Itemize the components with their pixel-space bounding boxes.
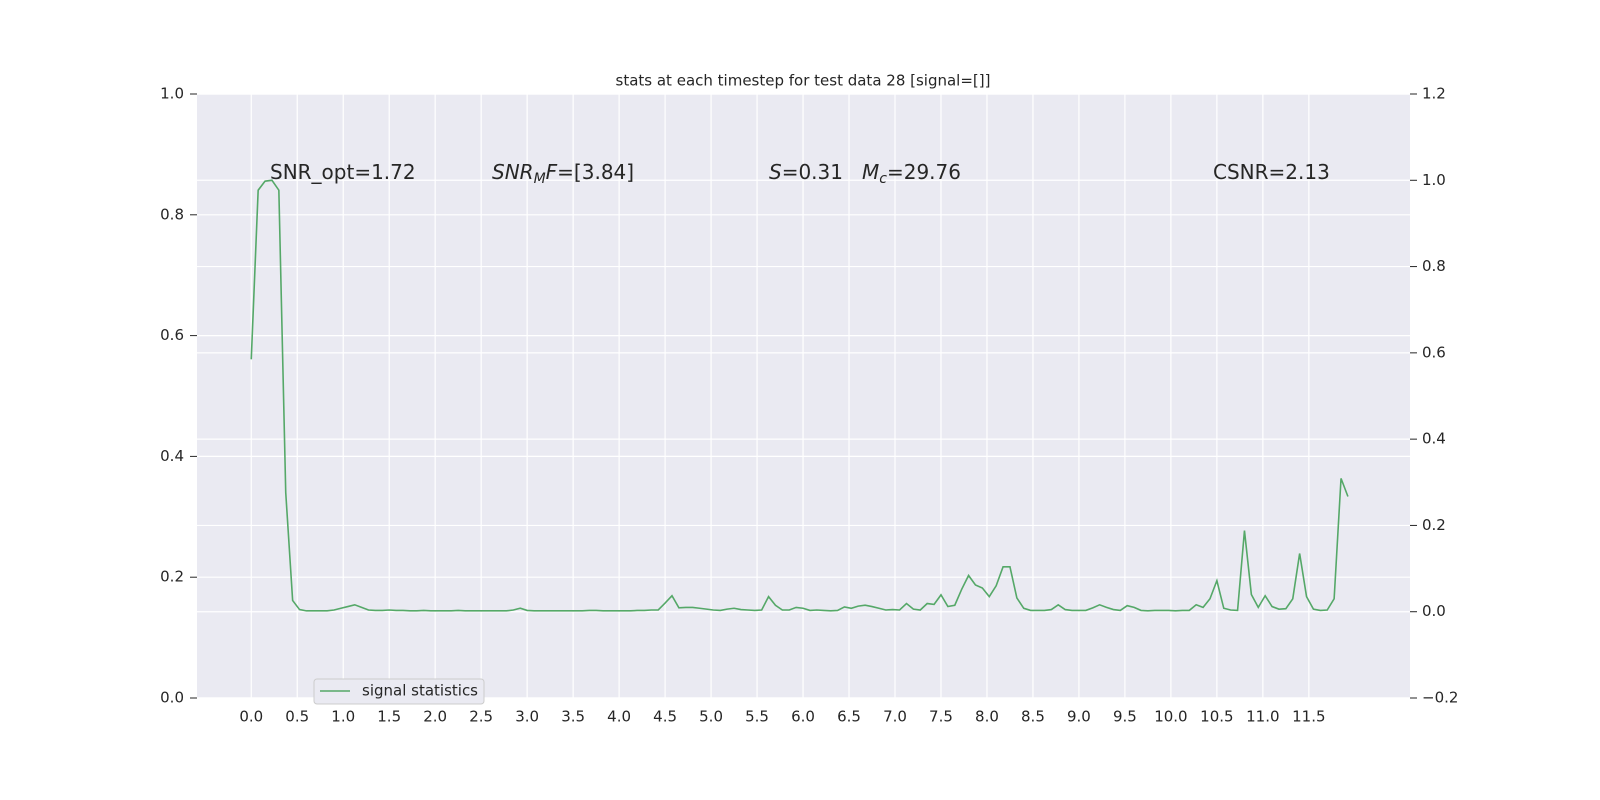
annotation: S=0.31 [769, 160, 843, 184]
annotation: SNR_opt=1.72 [270, 160, 416, 184]
chart-title: stats at each timestep for test data 28 … [616, 72, 991, 90]
y-tick-label: 0.0 [160, 689, 184, 707]
x-tick-label: 1.0 [331, 708, 355, 726]
x-tick-label: 6.5 [837, 708, 861, 726]
annotation-text: =[3.84] [557, 160, 634, 184]
annotation-text: F [546, 160, 558, 184]
annotation-text: SNR [492, 160, 534, 184]
x-tick-label: 0.5 [285, 708, 309, 726]
x-tick-label: 11.5 [1292, 708, 1325, 726]
annotation: SNRMF=[3.84] [492, 160, 634, 188]
x-tick-label: 3.5 [561, 708, 585, 726]
annotation-text: M [534, 171, 546, 187]
x-tick-label: 5.0 [699, 708, 723, 726]
x-tick-label: 7.5 [929, 708, 953, 726]
y-tick-label: 0.8 [160, 205, 184, 223]
x-tick-label: 11.0 [1246, 708, 1279, 726]
annotation-text: =29.76 [887, 160, 961, 184]
x-tick-label: 5.5 [745, 708, 769, 726]
legend-box [313, 678, 485, 705]
annotation-text: CSNR=2.13 [1213, 160, 1330, 184]
annotation-text: M [862, 160, 879, 184]
annotation-text: =0.31 [782, 160, 843, 184]
y2-tick-label: 1.0 [1422, 171, 1446, 189]
y2-tick-label: 0.4 [1422, 430, 1446, 448]
y-tick-label: 0.2 [160, 568, 184, 586]
x-tick-label: 0.0 [239, 708, 263, 726]
x-tick-label: 10.5 [1200, 708, 1233, 726]
grid [197, 93, 1410, 699]
y2-tick-label: −0.2 [1422, 689, 1458, 707]
y2-tick-label: 1.2 [1422, 85, 1446, 103]
x-tick-label: 4.5 [653, 708, 677, 726]
y-tick-label: 1.0 [160, 85, 184, 103]
annotation-text: S [769, 160, 782, 184]
x-tick-label: 8.0 [975, 708, 999, 726]
x-tick-label: 7.0 [883, 708, 907, 726]
x-tick-label: 3.0 [515, 708, 539, 726]
x-tick-label: 9.0 [1067, 708, 1091, 726]
y2-tick-label: 0.2 [1422, 516, 1446, 534]
y-tick-label: 0.6 [160, 326, 184, 344]
annotation-text: c [879, 171, 887, 187]
x-tick-label: 8.5 [1021, 708, 1045, 726]
line-series [250, 179, 1349, 612]
legend: signal statistics [313, 678, 485, 705]
x-tick-label: 10.0 [1154, 708, 1187, 726]
x-tick-label: 4.0 [607, 708, 631, 726]
y2-tick-label: 0.0 [1422, 602, 1446, 620]
legend-label: signal statistics [362, 682, 478, 700]
annotation: CSNR=2.13 [1213, 160, 1330, 184]
annotation-text: SNR_opt=1.72 [270, 160, 416, 184]
x-tick-label: 2.0 [423, 708, 447, 726]
y-tick-label: 0.4 [160, 447, 184, 465]
x-tick-label: 9.5 [1113, 708, 1137, 726]
x-tick-label: 2.5 [469, 708, 493, 726]
annotation: Mc=29.76 [862, 160, 961, 188]
marks [250, 179, 1349, 612]
x-tick-label: 6.0 [791, 708, 815, 726]
y2-tick-label: 0.6 [1422, 343, 1446, 361]
y2-tick-label: 0.8 [1422, 257, 1446, 275]
x-tick-label: 1.5 [377, 708, 401, 726]
